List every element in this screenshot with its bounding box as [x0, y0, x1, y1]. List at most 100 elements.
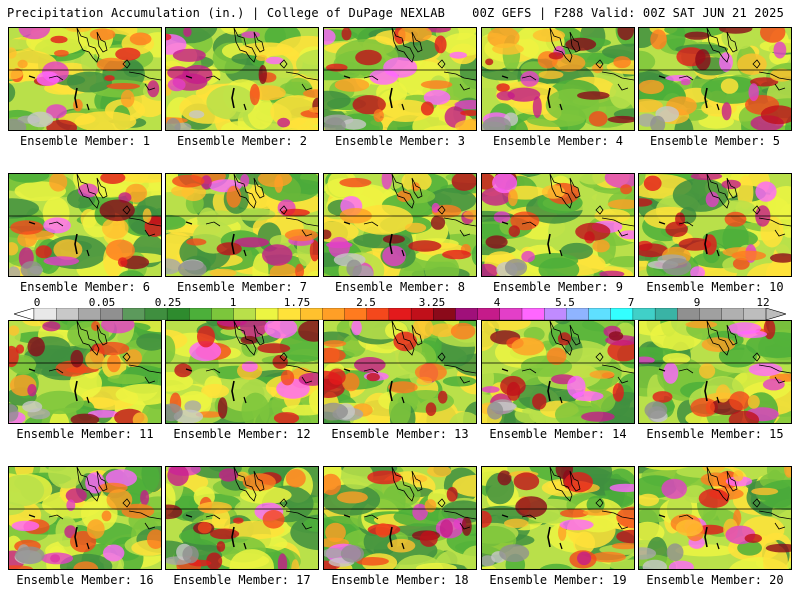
colorbar-swatch	[632, 308, 656, 320]
colorbar-swatch	[699, 308, 723, 320]
colorbar-swatch	[56, 308, 79, 320]
ensemble-map-2	[165, 27, 319, 131]
map-outlines	[9, 174, 161, 257]
colorbar	[14, 308, 786, 320]
colorbar-tick-label: 3.25	[418, 296, 446, 309]
map-outlines	[9, 467, 161, 550]
colorbar-swatch	[122, 308, 146, 320]
ensemble-map-8	[323, 173, 477, 277]
ensemble-map-7	[165, 173, 319, 277]
colorbar-swatch	[544, 308, 567, 320]
colorbar-swatch	[566, 308, 589, 320]
ensemble-member-label: Ensemble Member: 3	[334, 134, 466, 148]
ensemble-map-12	[165, 320, 319, 424]
ensemble-map-9	[481, 173, 635, 277]
ensemble-map-16	[8, 466, 162, 570]
map-outlines	[324, 321, 476, 404]
colorbar-tick-label: 5.5	[555, 296, 575, 309]
ensemble-map-4	[481, 27, 635, 131]
ensemble-member-label: Ensemble Member: 13	[331, 427, 469, 441]
map-outlines	[166, 467, 318, 550]
colorbar-swatch	[610, 308, 634, 320]
ensemble-member-label: Ensemble Member: 5	[649, 134, 781, 148]
colorbar-swatch	[410, 308, 434, 320]
ensemble-member-label: Ensemble Member: 16	[16, 573, 154, 587]
map-outlines	[482, 467, 634, 550]
colorbar-tick-label: 4	[493, 296, 501, 309]
colorbar-swatch	[344, 308, 368, 320]
ensemble-member-label: Ensemble Member: 8	[334, 280, 466, 294]
map-outlines	[639, 467, 791, 550]
ensemble-map-15	[638, 320, 792, 424]
ensemble-member-label: Ensemble Member: 1	[19, 134, 151, 148]
ensemble-member-label: Ensemble Member: 15	[646, 427, 784, 441]
colorbar-left-arrow	[14, 308, 35, 320]
colorbar-swatch	[211, 308, 235, 320]
ensemble-member-label: Ensemble Member: 17	[173, 573, 311, 587]
colorbar-right-arrow	[765, 308, 786, 320]
colorbar-swatch	[455, 308, 479, 320]
ensemble-member-label: Ensemble Member: 2	[176, 134, 308, 148]
ensemble-map-17	[165, 466, 319, 570]
map-outlines	[639, 321, 791, 404]
map-outlines	[9, 28, 161, 111]
header-right-title: 00Z GEFS | F288 Valid: 00Z SAT JUN 21 20…	[472, 6, 784, 20]
ensemble-map-11	[8, 320, 162, 424]
colorbar-swatch	[189, 308, 212, 320]
map-outlines	[324, 28, 476, 111]
map-outlines	[639, 174, 791, 257]
colorbar-tick-label: 7	[627, 296, 635, 309]
colorbar-swatch	[144, 308, 168, 320]
ensemble-member-label: Ensemble Member: 9	[492, 280, 624, 294]
colorbar-swatch	[499, 308, 523, 320]
colorbar-swatch	[654, 308, 678, 320]
colorbar-tick-label: 1	[229, 296, 237, 309]
colorbar-swatch	[477, 308, 501, 320]
ensemble-member-label: Ensemble Member: 19	[489, 573, 627, 587]
colorbar-swatch	[255, 308, 279, 320]
ensemble-member-label: Ensemble Member: 4	[492, 134, 624, 148]
map-outlines	[639, 28, 791, 111]
colorbar-tick-label: 9	[693, 296, 701, 309]
map-outlines	[166, 321, 318, 404]
ensemble-member-label: Ensemble Member: 11	[16, 427, 154, 441]
colorbar-tick-label: 0.25	[154, 296, 182, 309]
colorbar-swatch	[166, 308, 190, 320]
colorbar-swatch	[521, 308, 545, 320]
colorbar-swatch	[366, 308, 390, 320]
map-outlines	[324, 467, 476, 550]
colorbar-swatch	[588, 308, 612, 320]
ensemble-map-10	[638, 173, 792, 277]
colorbar-swatch	[233, 308, 257, 320]
ensemble-member-label: Ensemble Member: 14	[489, 427, 627, 441]
colorbar-swatch	[277, 308, 301, 320]
ensemble-map-14	[481, 320, 635, 424]
colorbar-swatch	[743, 308, 767, 320]
colorbar-swatch	[300, 308, 323, 320]
ensemble-map-20	[638, 466, 792, 570]
ensemble-map-1	[8, 27, 162, 131]
ensemble-member-label: Ensemble Member: 10	[646, 280, 784, 294]
colorbar-swatch	[100, 308, 124, 320]
map-outlines	[324, 174, 476, 257]
colorbar-swatch	[433, 308, 456, 320]
ensemble-member-label: Ensemble Member: 7	[176, 280, 308, 294]
map-outlines	[482, 321, 634, 404]
ensemble-map-19	[481, 466, 635, 570]
ensemble-member-label: Ensemble Member: 6	[19, 280, 151, 294]
colorbar-tick-label: 2.5	[356, 296, 376, 309]
colorbar-swatch	[78, 308, 101, 320]
map-outlines	[482, 174, 634, 257]
colorbar-swatch	[33, 308, 57, 320]
map-outlines	[166, 174, 318, 257]
ensemble-member-label: Ensemble Member: 12	[173, 427, 311, 441]
colorbar-swatch	[322, 308, 345, 320]
ensemble-member-label: Ensemble Member: 20	[646, 573, 784, 587]
map-outlines	[482, 28, 634, 111]
colorbar-tick-label: 0	[33, 296, 41, 309]
ensemble-map-5	[638, 27, 792, 131]
header-left-title: Precipitation Accumulation (in.) | Colle…	[7, 6, 446, 20]
colorbar-swatch	[677, 308, 700, 320]
map-outlines	[166, 28, 318, 111]
ensemble-member-label: Ensemble Member: 18	[331, 573, 469, 587]
